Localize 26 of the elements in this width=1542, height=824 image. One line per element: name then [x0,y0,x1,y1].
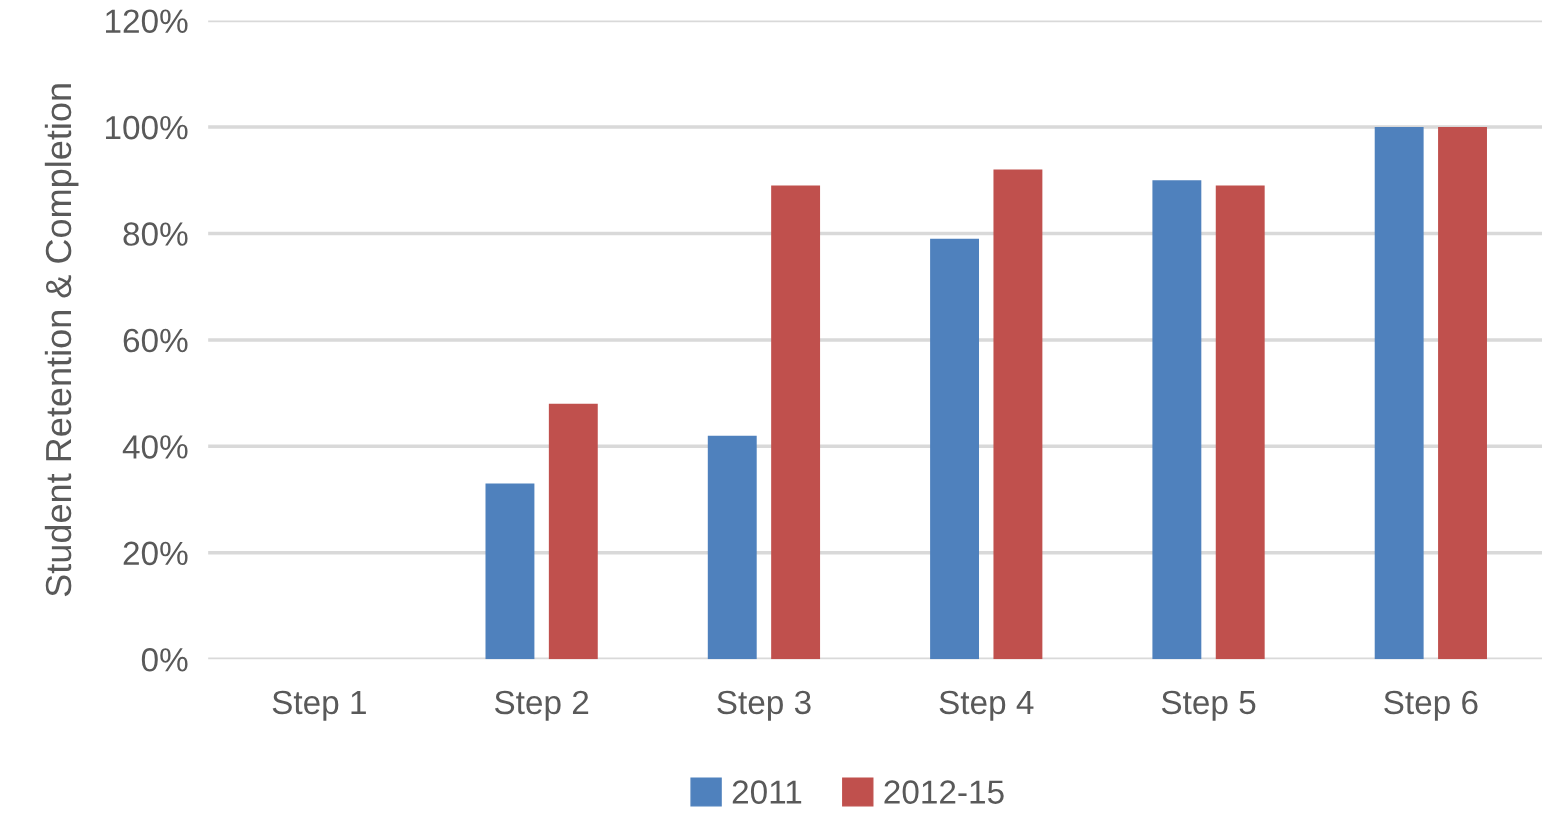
x-tick-label: Step 1 [272,690,366,721]
legend-label: 2012-15 [884,780,1004,804]
bar [1374,127,1424,660]
y-tick-label: 0% [141,648,188,672]
y-tick-label: 100% [106,115,188,140]
y-tick-label: 120% [106,9,188,34]
y-axis-title: Student Retention & Completion [44,84,79,597]
x-tick-label: Step 4 [939,690,1034,721]
bar [485,483,535,660]
y-tick-label: 20% [123,541,188,566]
y-tick-label: 80% [123,222,188,246]
bar [771,185,821,660]
bar [1215,185,1265,660]
bar [707,435,757,660]
bar [548,403,598,660]
x-tick-label: Step 5 [1161,690,1256,721]
x-tick-label: Step 3 [717,690,811,721]
bar [1152,180,1202,660]
x-tick-label: Step 6 [1384,690,1478,721]
bar [930,238,980,660]
bar [993,169,1043,660]
x-tick-label: Step 2 [494,690,589,721]
legend-label: 2011 [732,780,802,804]
y-tick-label: 60% [123,328,188,353]
bar [1438,127,1487,660]
y-tick-label: 40% [122,435,188,459]
